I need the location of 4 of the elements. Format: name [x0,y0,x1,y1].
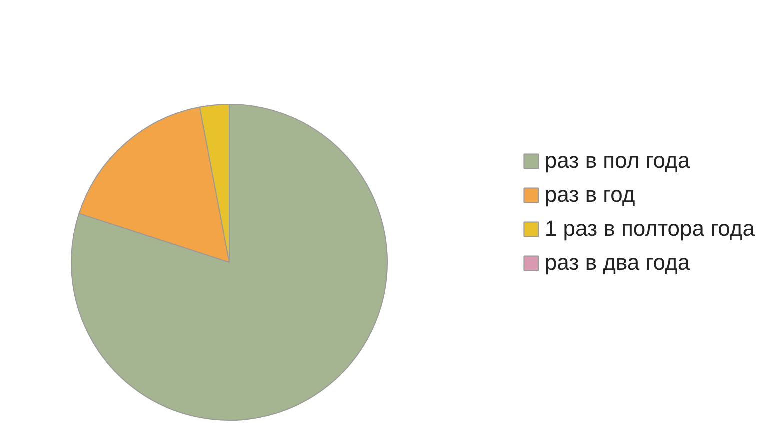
legend-label: раз в два года [544,250,690,276]
legend-label: раз в год [544,182,636,208]
legend-label: раз в пол года [544,148,690,174]
legend-label: 1 раз в полтора года [544,216,755,242]
